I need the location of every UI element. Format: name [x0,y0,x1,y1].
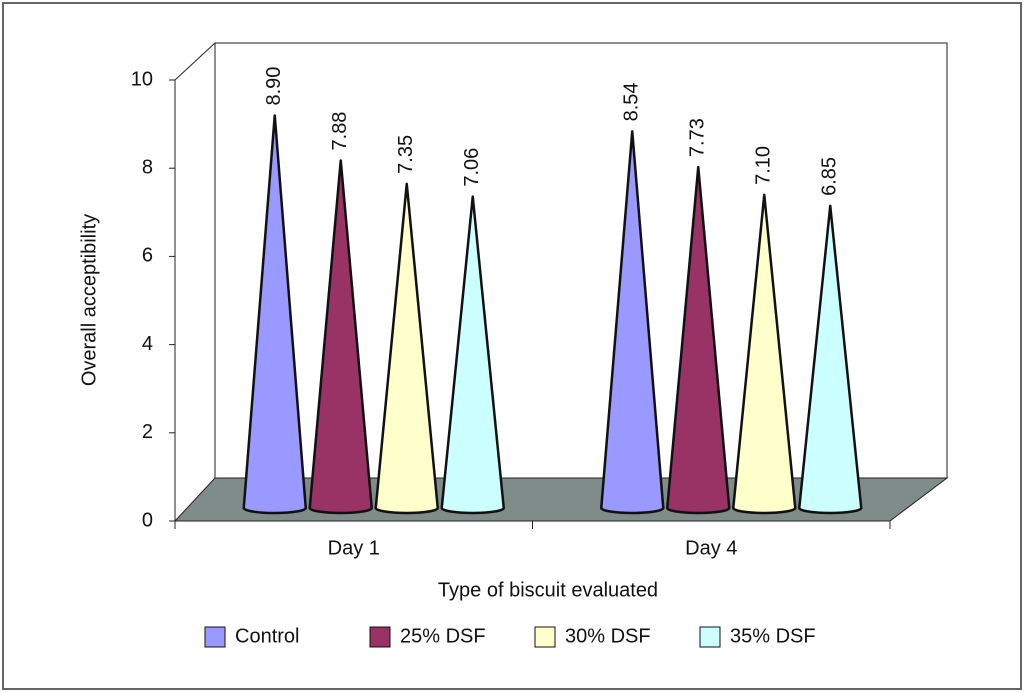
value-label: 7.10 [753,146,775,185]
legend-label: 30% DSF [565,625,651,647]
y-tick-label: 0 [142,509,153,531]
legend-swatch [534,626,556,648]
back-wall [214,42,948,478]
cone [440,195,505,515]
x-tick-label: Day 4 [685,537,737,559]
value-label: 8.90 [263,67,285,106]
cone [732,193,797,515]
wall-edge [174,42,216,81]
legend-swatch [699,626,721,648]
value-label: 8.54 [621,82,643,121]
cone [242,114,307,515]
y-tick-label: 4 [142,333,153,355]
cone [374,182,439,515]
y-tick-label: 10 [131,68,153,90]
value-label: 7.06 [461,148,483,187]
value-label: 7.35 [395,135,417,174]
legend-label: 35% DSF [730,625,816,647]
y-tick-label: 6 [142,245,153,267]
x-axis-title: Type of biscuit evaluated [438,579,658,601]
legend-swatch [204,626,226,648]
cone [308,159,373,515]
legend-label: 25% DSF [400,625,486,647]
value-label: 6.85 [819,157,841,196]
value-label: 7.73 [687,118,709,157]
y-tick-label: 8 [142,156,153,178]
x-tick-label: Day 1 [328,537,380,559]
value-label: 7.88 [329,112,351,151]
legend-label: Control [235,625,299,647]
y-axis-title: Overall acceptibility [78,214,100,386]
cone [798,204,863,515]
legend-swatch [369,626,391,648]
cone [600,130,665,515]
cone [666,165,731,515]
y-tick-label: 2 [142,421,153,443]
